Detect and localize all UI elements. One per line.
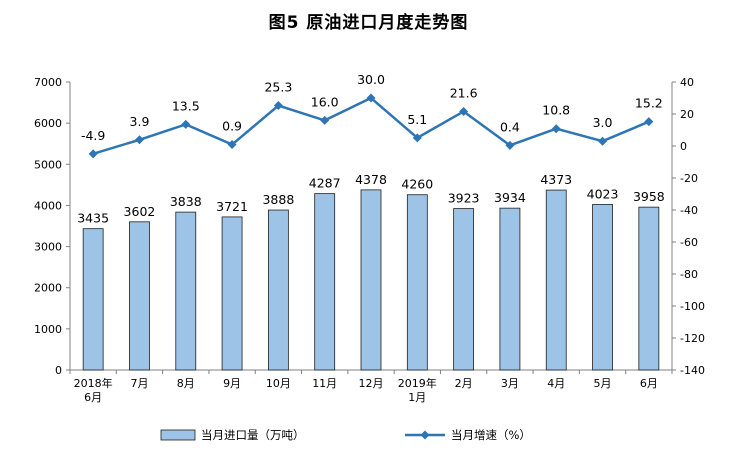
x-tick-label: 11月 bbox=[312, 377, 337, 390]
growth-point[interactable] bbox=[459, 106, 469, 116]
right-tick-label: -20 bbox=[680, 172, 698, 185]
right-tick-label: 40 bbox=[680, 76, 694, 89]
bar-value-label: 4287 bbox=[309, 176, 341, 191]
x-tick-label: 3月 bbox=[501, 377, 519, 390]
legend-bar-swatch bbox=[160, 429, 196, 441]
x-tick-label: 9月 bbox=[223, 377, 241, 390]
growth-value-label: 30.0 bbox=[357, 72, 385, 87]
right-tick-label: -80 bbox=[680, 268, 698, 281]
right-tick-label: -120 bbox=[680, 332, 705, 345]
growth-value-label: 3.0 bbox=[593, 115, 613, 130]
bar[interactable] bbox=[499, 207, 521, 371]
bar-value-label: 3934 bbox=[494, 190, 526, 205]
bar-value-label: 4260 bbox=[401, 177, 433, 192]
growth-value-label: 21.6 bbox=[450, 85, 478, 100]
bar[interactable] bbox=[592, 204, 613, 371]
bar[interactable] bbox=[267, 209, 289, 371]
left-tick-label: 0 bbox=[55, 364, 62, 377]
growth-value-label: 3.9 bbox=[130, 114, 150, 129]
right-tick-label: -60 bbox=[680, 236, 698, 249]
bar-value-label: 4378 bbox=[355, 172, 387, 187]
bar-value-label: 3838 bbox=[170, 194, 202, 209]
growth-value-label: 10.8 bbox=[542, 103, 570, 118]
growth-point[interactable] bbox=[505, 140, 515, 150]
bar[interactable] bbox=[82, 228, 104, 371]
bar-value-label: 3602 bbox=[124, 204, 156, 219]
growth-value-label: 0.9 bbox=[222, 119, 242, 134]
x-tick-label: 8月 bbox=[177, 377, 195, 390]
bar-value-label: 4373 bbox=[540, 172, 572, 187]
bar-value-label: 4023 bbox=[587, 186, 619, 201]
bar[interactable] bbox=[453, 208, 475, 371]
left-tick-label: 2000 bbox=[34, 282, 62, 295]
x-tick-label: 2019年 1月 bbox=[398, 376, 437, 404]
bar[interactable] bbox=[129, 221, 150, 371]
x-tick-label: 7月 bbox=[130, 377, 148, 390]
growth-point[interactable] bbox=[134, 135, 144, 145]
legend-line-label: 当月增速（%） bbox=[451, 428, 531, 442]
x-tick-label: 10月 bbox=[266, 377, 291, 390]
right-tick-label: -100 bbox=[680, 300, 705, 313]
bar-value-label: 3888 bbox=[262, 192, 294, 207]
bar-value-label: 3435 bbox=[77, 211, 109, 226]
bar[interactable] bbox=[406, 194, 428, 371]
growth-point[interactable] bbox=[412, 133, 422, 143]
bar[interactable] bbox=[360, 189, 382, 371]
bar[interactable] bbox=[638, 206, 660, 371]
x-tick-label: 2018年 6月 bbox=[74, 376, 113, 404]
bar-value-label: 3721 bbox=[216, 199, 248, 214]
growth-value-label: 15.2 bbox=[635, 96, 663, 111]
growth-point[interactable] bbox=[551, 124, 561, 134]
right-tick-label: -40 bbox=[680, 204, 698, 217]
growth-value-label: -4.9 bbox=[81, 128, 105, 143]
left-tick-label: 1000 bbox=[34, 323, 62, 336]
legend-bar-label: 当月进口量（万吨） bbox=[201, 428, 305, 442]
bar[interactable] bbox=[545, 189, 567, 371]
left-tick-label: 5000 bbox=[34, 158, 62, 171]
x-tick-label: 5月 bbox=[594, 377, 612, 390]
growth-value-label: 0.4 bbox=[500, 119, 520, 134]
right-tick-label: 20 bbox=[680, 108, 694, 121]
growth-value-label: 5.1 bbox=[407, 112, 427, 127]
growth-point[interactable] bbox=[273, 101, 283, 111]
growth-point[interactable] bbox=[598, 136, 608, 146]
left-tick-label: 7000 bbox=[34, 76, 62, 89]
bar-value-label: 3923 bbox=[448, 191, 480, 206]
growth-point[interactable] bbox=[88, 149, 98, 159]
growth-point[interactable] bbox=[320, 115, 330, 125]
x-tick-label: 2月 bbox=[455, 377, 473, 390]
bar-value-label: 3958 bbox=[633, 189, 665, 204]
x-tick-label: 6月 bbox=[640, 377, 658, 390]
growth-value-label: 13.5 bbox=[172, 98, 200, 113]
left-tick-label: 3000 bbox=[34, 241, 62, 254]
left-tick-label: 6000 bbox=[34, 117, 62, 130]
bar[interactable] bbox=[314, 193, 336, 371]
legend-line-marker bbox=[420, 430, 430, 440]
left-tick-label: 4000 bbox=[34, 199, 62, 212]
growth-point[interactable] bbox=[181, 119, 191, 129]
bar[interactable] bbox=[175, 211, 197, 371]
growth-point[interactable] bbox=[366, 93, 376, 103]
bar[interactable] bbox=[221, 216, 243, 371]
x-tick-label: 12月 bbox=[359, 377, 384, 390]
growth-value-label: 16.0 bbox=[311, 94, 339, 109]
growth-point[interactable] bbox=[227, 140, 237, 150]
growth-value-label: 25.3 bbox=[264, 80, 292, 95]
chart-title: 图5 原油进口月度走势图 bbox=[268, 13, 469, 33]
right-tick-label: 0 bbox=[680, 140, 687, 153]
growth-point[interactable] bbox=[644, 117, 654, 127]
x-tick-label: 4月 bbox=[547, 377, 565, 390]
right-tick-label: -140 bbox=[680, 364, 705, 377]
